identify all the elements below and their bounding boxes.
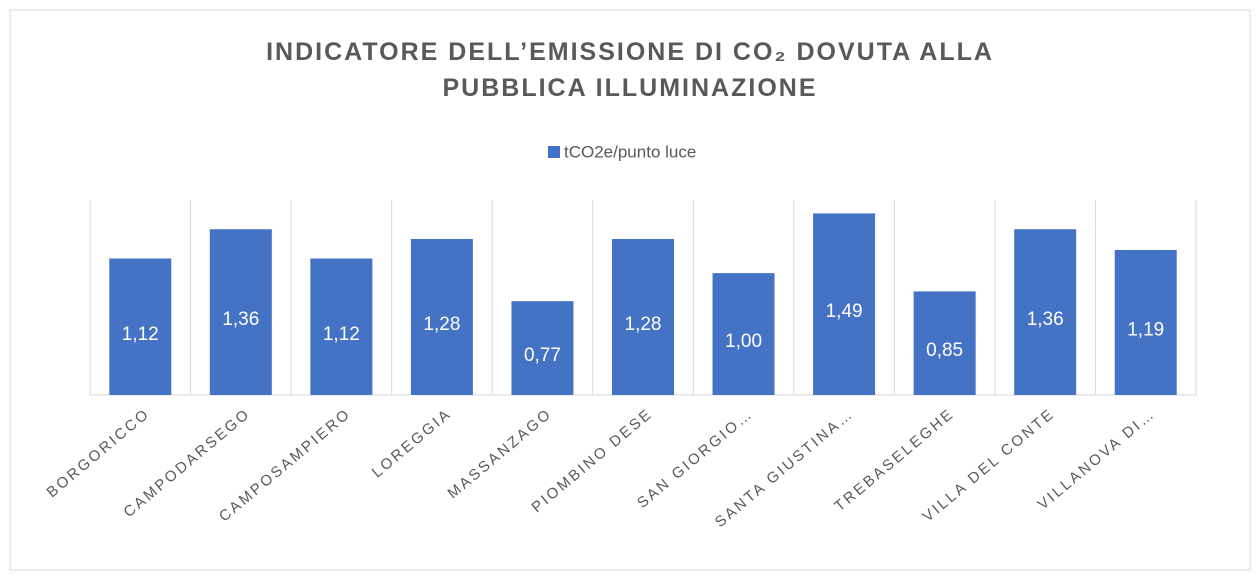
value-label: 1,12 bbox=[122, 324, 159, 345]
value-label: 1,36 bbox=[222, 309, 259, 330]
bar bbox=[209, 229, 272, 395]
value-label: 1,36 bbox=[1027, 309, 1064, 330]
value-label: 1,19 bbox=[1127, 320, 1164, 341]
bar bbox=[1014, 229, 1077, 395]
bar bbox=[109, 258, 172, 395]
bar bbox=[410, 239, 473, 395]
chart-title: INDICATORE DELL’EMISSIONE DI CO₂ DOVUTA … bbox=[266, 38, 994, 102]
value-label: 1,49 bbox=[826, 301, 863, 322]
bar bbox=[1114, 249, 1177, 395]
bar bbox=[813, 213, 876, 395]
legend-label: tCO2e/punto luce bbox=[564, 142, 696, 161]
bar bbox=[913, 291, 976, 395]
value-label: 1,12 bbox=[323, 324, 360, 345]
value-label: 1,28 bbox=[625, 314, 662, 335]
bar bbox=[511, 301, 574, 395]
value-label: 1,28 bbox=[423, 314, 460, 335]
value-label: 1,00 bbox=[725, 331, 762, 352]
value-label: 0,77 bbox=[524, 345, 561, 366]
bar bbox=[612, 239, 674, 395]
bar bbox=[712, 273, 775, 395]
bar bbox=[310, 258, 373, 395]
value-label: 0,85 bbox=[926, 340, 963, 361]
legend-swatch bbox=[548, 146, 560, 158]
